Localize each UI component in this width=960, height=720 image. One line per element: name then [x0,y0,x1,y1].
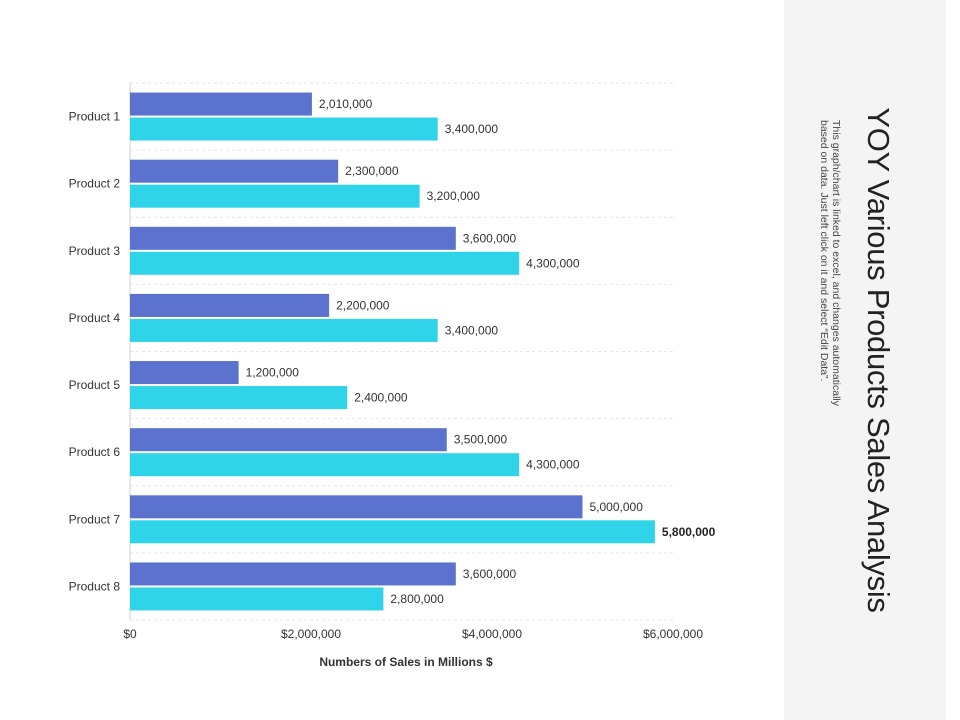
sales-bar-chart: Product 1 2,010,000 3,400,000 Product 2 2,30… [69,82,716,669]
title-panel [784,0,946,720]
bar-2 [130,318,438,342]
category-label: Product 1 [69,110,121,124]
bar-1 [130,361,239,385]
category-label: Product 5 [69,378,121,392]
category-label: Product 2 [69,177,121,191]
data-label: 3,400,000 [445,122,499,136]
bar-1 [130,159,339,183]
data-label: 3,500,000 [454,433,508,447]
data-label: 4,300,000 [526,256,580,270]
x-axis-title: Numbers of Sales in Millions $ [319,655,493,669]
bar-1 [130,562,456,586]
slide-subtitle: This graph/chart is linked to excel, and… [818,120,842,406]
x-tick-label: $4,000,000 [462,627,522,641]
bar-2 [130,386,348,410]
data-label: 4,300,000 [526,458,580,472]
data-label: 3,200,000 [427,189,481,203]
x-tick-label: $6,000,000 [643,627,703,641]
data-label: 5,000,000 [590,500,644,514]
data-label: 2,200,000 [336,298,390,312]
data-label: 2,010,000 [319,97,373,111]
data-label: 3,600,000 [463,567,517,581]
x-tick-label: $2,000,000 [281,627,341,641]
bar-2 [130,251,520,275]
bar-2 [130,117,438,141]
bar-1 [130,226,456,250]
x-tick-label: $0 [123,627,137,641]
data-label: 3,400,000 [445,323,499,337]
bar-1 [130,293,330,317]
data-label: 2,400,000 [354,391,408,405]
bar-2 [130,520,655,544]
slide-title: YOY Various Products Sales Analysis [861,107,896,613]
bar-2 [130,453,520,477]
data-label: 2,300,000 [345,164,399,178]
category-label: Product 7 [69,512,121,526]
category-label: Product 4 [69,311,121,325]
category-label: Product 8 [69,579,121,593]
bar-1 [130,495,583,519]
data-label: 1,200,000 [246,366,300,380]
data-label: 2,800,000 [390,592,444,606]
category-label: Product 3 [69,244,121,258]
category-label: Product 6 [69,445,121,459]
bar-2 [130,587,384,611]
bar-1 [130,428,447,452]
bar-1 [130,92,312,116]
bar-2 [130,184,420,208]
data-label: 5,800,000 [662,525,716,539]
data-label: 3,600,000 [463,231,517,245]
